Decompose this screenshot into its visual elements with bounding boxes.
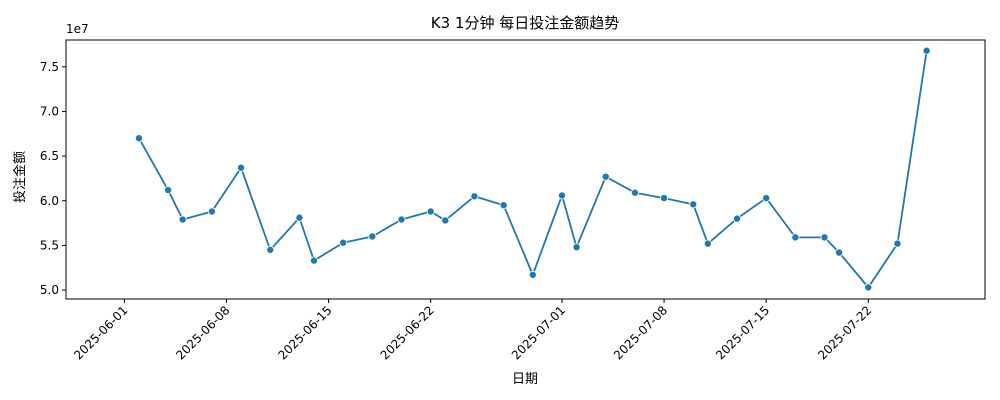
data-point (397, 215, 406, 224)
data-point (660, 194, 669, 203)
data-point (864, 283, 873, 292)
data-point (266, 245, 275, 254)
data-point (893, 239, 902, 248)
data-point (426, 207, 435, 216)
x-tick-label: 2025-07-08 (611, 303, 670, 362)
data-point (164, 186, 173, 195)
data-point (791, 233, 800, 242)
axes (65, 39, 986, 300)
chart-title: K3 1分钟 每日投注金额趋势 (431, 14, 619, 32)
x-tick-label: 2025-06-01 (71, 303, 130, 362)
data-point (309, 256, 318, 265)
x-axis-ticks: 2025-06-01 2025-06-08 2025-06-15 2025-06-22… (71, 299, 874, 362)
data-point (178, 215, 187, 224)
data-point (601, 172, 610, 181)
data-point (762, 194, 771, 203)
x-tick-label: 2025-06-08 (173, 303, 232, 362)
y-tick-label: 5.5 (40, 238, 59, 252)
data-point (339, 238, 348, 247)
data-point (835, 248, 844, 257)
y-tick-label: 7.0 (40, 104, 59, 118)
x-tick-label: 2025-06-15 (275, 303, 334, 362)
data-point (733, 214, 742, 223)
data-point (499, 201, 508, 210)
y-tick-label: 5.0 (40, 283, 59, 297)
x-tick-label: 2025-07-15 (713, 303, 772, 362)
data-series (134, 46, 931, 292)
data-point (295, 213, 304, 222)
data-point (237, 163, 246, 172)
data-point (572, 243, 581, 252)
y-tick-label: 6.5 (40, 149, 59, 163)
data-point (630, 188, 639, 197)
data-point (441, 216, 450, 225)
y-axis-ticks: 5.0 5.5 6.0 6.5 7.0 7.5 (40, 60, 66, 297)
data-point (820, 233, 829, 242)
data-point (703, 239, 712, 248)
x-tick-label: 2025-06-22 (378, 303, 437, 362)
data-point (470, 192, 479, 201)
data-point (689, 200, 698, 209)
y-axis-label: 投注金额 (12, 151, 28, 203)
data-point (528, 270, 537, 279)
x-axis-label: 日期 (512, 372, 538, 387)
data-point (134, 134, 143, 143)
plot-frame (65, 39, 986, 300)
data-point (557, 191, 566, 200)
x-tick-label: 2025-07-01 (509, 303, 568, 362)
y-tick-label: 7.5 (40, 60, 59, 74)
series-line (138, 50, 928, 289)
data-point (922, 46, 931, 55)
data-point (207, 207, 216, 216)
y-scale-label: 1e7 (66, 22, 89, 36)
y-tick-label: 6.0 (40, 194, 59, 208)
data-point (368, 232, 377, 241)
x-tick-label: 2025-07-22 (815, 303, 874, 362)
